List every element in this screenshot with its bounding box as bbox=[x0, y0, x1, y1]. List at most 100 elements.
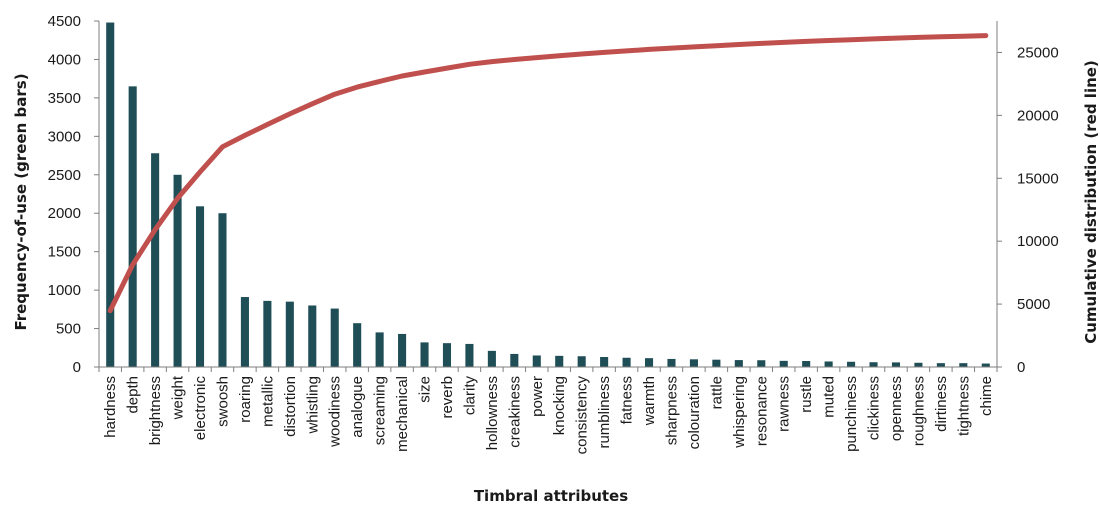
category-label-mechanical: mechanical bbox=[394, 376, 411, 452]
category-label-tightness: tightness bbox=[955, 376, 972, 436]
right-tick-label: 5000 bbox=[1017, 296, 1050, 313]
left-tick-label: 3000 bbox=[48, 128, 81, 145]
category-label-resonance: resonance bbox=[753, 376, 770, 446]
category-label-warmth: warmth bbox=[641, 376, 658, 426]
bar-clickiness bbox=[869, 362, 878, 367]
right-tick-label: 20000 bbox=[1017, 107, 1059, 124]
bar-knocking bbox=[555, 355, 564, 367]
left-axis-ticks: 0 500 1000 1500 2000 2500 3000 3500 4000 4500 bbox=[48, 13, 99, 376]
category-label-sharpness: sharpness bbox=[663, 376, 680, 445]
x-axis-title: Timbral attributes bbox=[474, 487, 628, 505]
right-tick-label: 0 bbox=[1017, 359, 1025, 376]
category-label-woodiness: woodiness bbox=[327, 376, 344, 448]
bar-chime bbox=[981, 363, 990, 367]
bar-whispering bbox=[734, 360, 743, 367]
left-tick-label: 1500 bbox=[48, 244, 81, 261]
category-label-fatness: fatness bbox=[619, 376, 636, 424]
bar-weight bbox=[173, 174, 182, 367]
bar-colouration bbox=[689, 359, 698, 367]
left-tick-label: 2500 bbox=[48, 167, 81, 184]
bar-mechanical bbox=[398, 333, 407, 367]
bar-power bbox=[532, 355, 541, 367]
bar-clarity bbox=[465, 343, 474, 367]
category-label-rustle: rustle bbox=[798, 376, 815, 413]
bar-whistling bbox=[308, 305, 317, 367]
bar-analogue bbox=[353, 323, 362, 367]
left-tick-label: 0 bbox=[73, 359, 81, 376]
category-label-creakiness: creakiness bbox=[506, 376, 523, 448]
bar-consistency bbox=[577, 356, 586, 367]
category-label-rattle: rattle bbox=[708, 376, 725, 409]
bar-dirtiness bbox=[936, 363, 945, 367]
category-label-openness: openness bbox=[888, 376, 905, 441]
bar-sharpness bbox=[667, 358, 676, 367]
category-label-rawness: rawness bbox=[776, 376, 793, 432]
left-tick-label: 3500 bbox=[48, 90, 81, 107]
category-label-clickiness: clickiness bbox=[866, 376, 883, 440]
bar-woodiness bbox=[330, 308, 339, 367]
bar-fatness bbox=[622, 357, 631, 367]
category-label-punchiness: punchiness bbox=[843, 376, 860, 452]
bar-rawness bbox=[779, 360, 788, 367]
category-label-swoosh: swoosh bbox=[214, 376, 231, 427]
bar-size bbox=[420, 342, 429, 367]
bar-electronic bbox=[195, 206, 205, 367]
bar-openness bbox=[891, 362, 901, 367]
left-axis-title: Frequency-of-use (green bars) bbox=[12, 73, 30, 330]
bar-rumbliness bbox=[600, 357, 609, 367]
category-label-screaming: screaming bbox=[372, 376, 389, 445]
category-label-hollowness: hollowness bbox=[484, 376, 501, 450]
category-label-weight: weight bbox=[170, 375, 187, 420]
frequency-bars bbox=[106, 22, 990, 367]
right-axis-title: Cumulative distribution (red line) bbox=[1082, 60, 1100, 344]
left-tick-label: 4500 bbox=[48, 13, 81, 30]
bar-reverb bbox=[442, 343, 452, 367]
left-tick-label: 1000 bbox=[48, 282, 81, 299]
category-label-analogue: analogue bbox=[349, 376, 366, 438]
bar-rustle bbox=[802, 361, 811, 367]
category-label-reverb: reverb bbox=[439, 376, 456, 419]
bar-muted bbox=[824, 361, 833, 367]
category-label-whistling: whistling bbox=[304, 376, 321, 435]
right-axis-ticks: 0 5000 10000 15000 20000 25000 bbox=[997, 44, 1059, 376]
left-tick-label: 2000 bbox=[48, 205, 81, 222]
category-label-size: size bbox=[417, 376, 434, 403]
bar-warmth bbox=[644, 358, 654, 367]
bar-roughness bbox=[914, 362, 923, 367]
category-label-knocking: knocking bbox=[551, 376, 568, 435]
category-label-roughness: roughness bbox=[910, 376, 927, 446]
right-tick-label: 10000 bbox=[1017, 233, 1059, 250]
bar-hardness bbox=[106, 22, 115, 367]
bar-hollowness bbox=[487, 350, 496, 367]
category-label-dirtiness: dirtiness bbox=[933, 376, 950, 432]
bar-distortion bbox=[285, 301, 294, 367]
category-label-brightness: brightness bbox=[147, 376, 164, 445]
bar-metallic bbox=[263, 300, 272, 367]
bar-tightness bbox=[959, 363, 968, 367]
bar-punchiness bbox=[847, 361, 856, 367]
left-tick-label: 4000 bbox=[48, 51, 81, 68]
bar-brightness bbox=[151, 153, 160, 367]
category-label-clarity: clarity bbox=[461, 376, 478, 416]
bar-screaming bbox=[375, 332, 384, 367]
category-label-consistency: consistency bbox=[574, 376, 591, 455]
bar-roaring bbox=[240, 297, 249, 367]
category-label-power: power bbox=[529, 376, 546, 417]
bar-resonance bbox=[757, 360, 766, 367]
bar-rattle bbox=[712, 359, 721, 367]
category-labels: hardness depth brightness weight electronic s… bbox=[98, 367, 998, 455]
bar-depth bbox=[128, 86, 137, 367]
category-label-chime: chime bbox=[978, 376, 995, 416]
right-tick-label: 15000 bbox=[1017, 170, 1059, 187]
bar-swoosh bbox=[218, 213, 227, 367]
category-label-hardness: hardness bbox=[102, 376, 119, 438]
right-tick-label: 25000 bbox=[1017, 44, 1059, 61]
left-tick-label: 500 bbox=[56, 321, 81, 338]
cumulative-line bbox=[107, 33, 989, 314]
category-label-muted: muted bbox=[821, 376, 838, 418]
category-label-metallic: metallic bbox=[259, 376, 276, 427]
category-label-distortion: distortion bbox=[282, 376, 299, 437]
category-label-electronic: electronic bbox=[192, 376, 209, 441]
category-label-depth: depth bbox=[125, 376, 142, 414]
